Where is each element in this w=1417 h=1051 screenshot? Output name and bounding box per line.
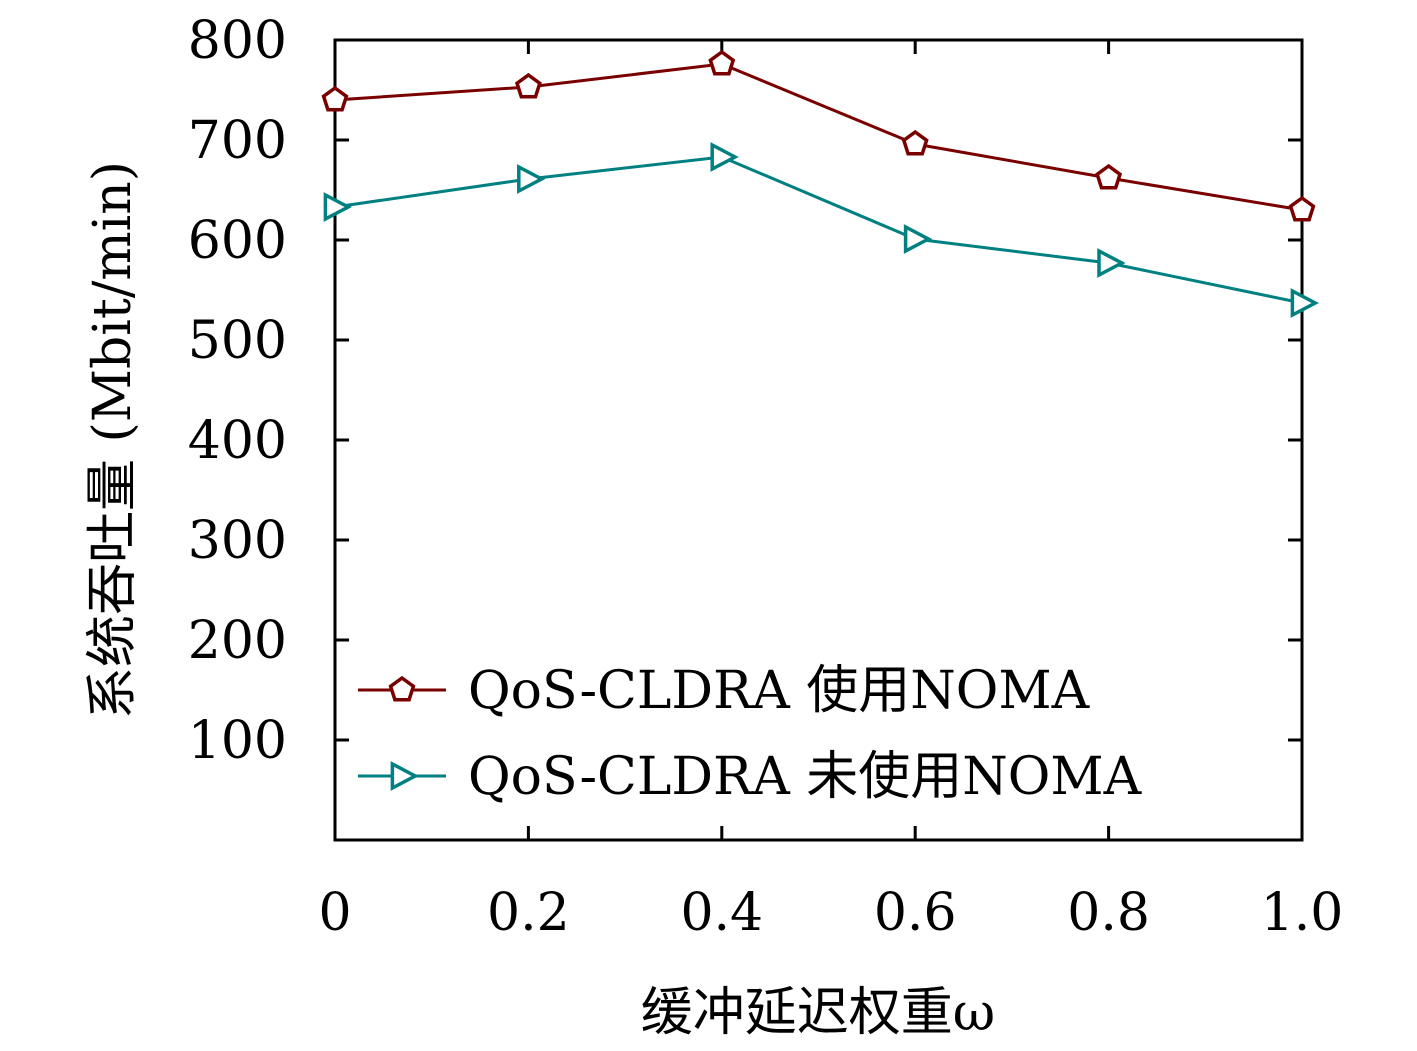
series-1-point	[1288, 195, 1316, 222]
y-tick-label: 800	[188, 11, 287, 71]
x-tick-label: 0.6	[874, 883, 957, 943]
y-tick-label: 100	[188, 711, 287, 771]
x-tick-label: 0.4	[680, 883, 763, 943]
series-2-point	[323, 192, 352, 222]
y-tick-label: 400	[188, 411, 287, 471]
series-2-point	[1097, 248, 1126, 278]
series-1-point	[514, 72, 542, 99]
series-2-line	[334, 155, 1303, 305]
x-tick-label: 1.0	[1261, 883, 1344, 943]
legend-swatch-marker	[388, 675, 416, 702]
y-axis-title: 系统吞吐量 (Mbit/min)	[83, 161, 143, 719]
series-layer	[321, 49, 1319, 318]
series-2-point	[710, 142, 739, 172]
series-2-point	[517, 164, 546, 194]
legend-label: QoS-CLDRA 使用NOMA	[468, 661, 1091, 721]
x-tick-label: 0.8	[1067, 883, 1150, 943]
y-tick-label: 500	[188, 311, 287, 371]
legend: QoS-CLDRA 使用NOMA QoS-CLDRA 未使用NOMA	[358, 661, 1143, 807]
x-tick-label: 0	[318, 883, 351, 943]
legend-swatch-marker	[390, 761, 419, 791]
series-1	[321, 49, 1316, 222]
legend-item-2: QoS-CLDRA 未使用NOMA	[358, 747, 1143, 807]
legend-label: QoS-CLDRA 未使用NOMA	[468, 747, 1143, 807]
y-tick-label: 700	[188, 111, 287, 171]
y-tick-label: 300	[188, 511, 287, 571]
y-tick-label: 600	[188, 211, 287, 271]
axes: 0 0.2 0.4 0.6 0.8 1.0 100 200 300 400 500 600 700 800	[188, 11, 1344, 943]
x-axis-title: 缓冲延迟权重ω	[641, 983, 995, 1043]
legend-item-1: QoS-CLDRA 使用NOMA	[358, 661, 1091, 721]
series-1-point	[321, 85, 349, 112]
series-2-point	[903, 224, 933, 254]
series-2	[323, 142, 1319, 318]
series-1-line	[334, 62, 1303, 212]
series-2-point	[1290, 288, 1319, 318]
x-tick-label: 0.2	[487, 883, 570, 943]
series-1-point	[708, 49, 736, 76]
series-1-point	[1095, 163, 1123, 190]
y-tick-label: 200	[188, 611, 287, 671]
series-1-point	[901, 129, 929, 156]
